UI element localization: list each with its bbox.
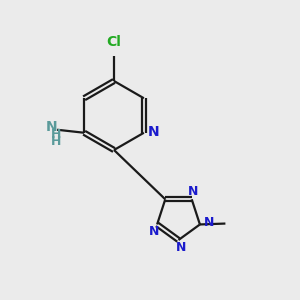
Text: Cl: Cl [106,35,122,50]
Text: N: N [149,226,159,238]
Text: N: N [176,241,187,254]
Text: N: N [46,120,58,134]
Text: N: N [148,125,160,139]
Text: N: N [188,185,198,198]
Text: N: N [204,216,214,229]
Text: H: H [51,135,61,148]
Text: H: H [51,128,61,141]
